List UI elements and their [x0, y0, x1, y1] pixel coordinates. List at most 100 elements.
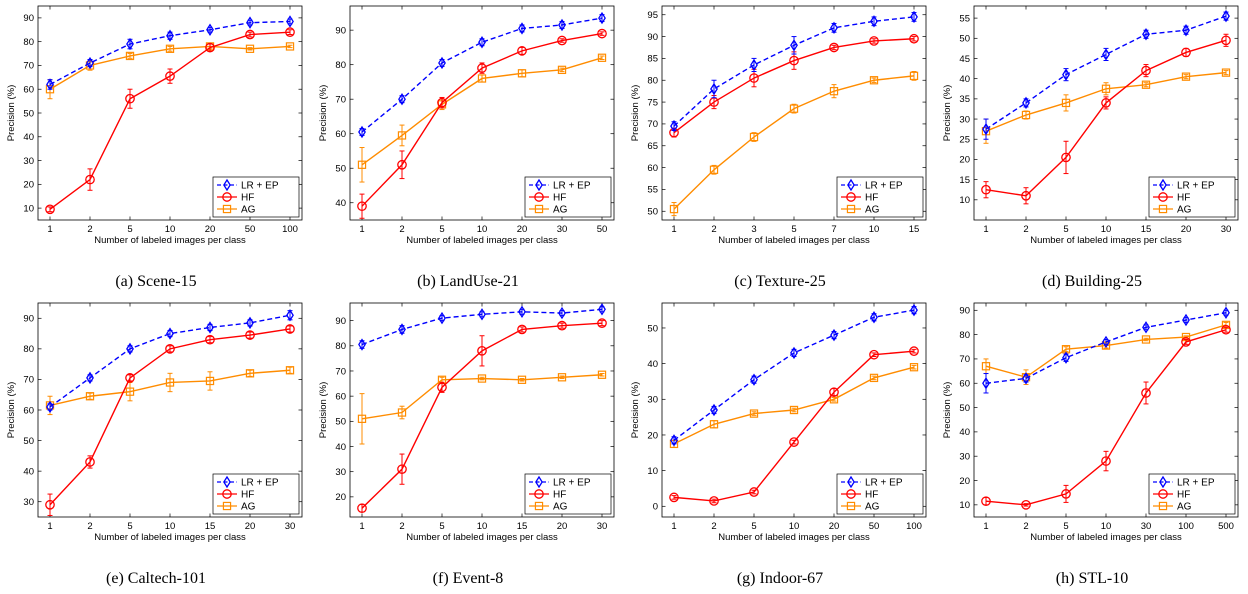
data-point — [1061, 152, 1071, 163]
data-point — [982, 122, 990, 136]
data-point — [477, 345, 487, 356]
chart-svg: 10 20 30 40 50 60 70 80 90 1 2 5 10 20 50 100 Number of … — [6, 5, 303, 246]
data-point — [558, 18, 566, 32]
legend-label: AG — [241, 205, 256, 216]
data-point — [1102, 48, 1110, 61]
data-point — [478, 308, 486, 321]
y-tick-label: 55 — [647, 185, 658, 196]
data-point — [869, 36, 879, 46]
series-hf — [357, 28, 607, 219]
data-point — [750, 58, 758, 72]
x-tick-label: 15 — [909, 224, 920, 235]
data-point — [397, 464, 407, 475]
legend-marker — [223, 475, 231, 489]
x-tick-label: 30 — [597, 521, 608, 532]
data-point — [710, 403, 718, 417]
x-tick-label: 1 — [359, 521, 364, 532]
legend-marker — [222, 489, 232, 499]
y-tick-label: 10 — [23, 203, 34, 214]
y-tick-label: 45 — [959, 54, 970, 65]
y-tick-label: 80 — [335, 60, 346, 71]
x-tick-label: 20 — [245, 521, 256, 532]
legend-label: HF — [1177, 490, 1190, 501]
x-axis-title: Number of labeled images per class — [406, 532, 558, 543]
data-point — [478, 36, 486, 49]
data-point — [85, 392, 95, 401]
series-hf — [357, 318, 607, 514]
data-point — [981, 362, 991, 371]
data-point — [1142, 321, 1150, 334]
chart-caption: (d) Building-25 — [1042, 273, 1142, 290]
data-point — [245, 369, 255, 378]
data-point — [245, 29, 255, 40]
y-tick-label: 60 — [335, 129, 346, 140]
legend-marker — [847, 178, 855, 192]
legend-marker — [534, 204, 544, 214]
legend-marker — [222, 501, 232, 511]
chart-svg: 40 50 60 70 80 90 1 2 5 10 20 30 50 Number of labeled… — [318, 5, 615, 246]
x-tick-label: 1 — [671, 224, 676, 235]
data-point — [1182, 24, 1190, 37]
data-point — [1061, 98, 1071, 108]
data-point — [670, 119, 678, 133]
data-point — [1021, 110, 1031, 120]
legend-label: AG — [241, 502, 256, 513]
x-tick-label: 1 — [47, 224, 52, 235]
x-axis-title: Number of labeled images per class — [718, 235, 870, 246]
data-point — [597, 53, 607, 62]
legend-marker — [1159, 178, 1167, 192]
legend-label: HF — [241, 193, 254, 204]
data-point — [1061, 489, 1071, 499]
data-point — [1181, 72, 1191, 81]
data-point — [749, 132, 759, 142]
data-point — [829, 387, 839, 398]
chart-svg: 10 20 30 40 50 60 70 80 90 1 2 5 10 30 100 500 Number of… — [942, 302, 1239, 543]
data-point — [909, 363, 919, 372]
x-tick-label: 7 — [831, 224, 836, 235]
legend-marker — [846, 192, 856, 202]
y-tick-label: 50 — [335, 164, 346, 175]
x-tick-label: 1 — [359, 224, 364, 235]
legend-label: HF — [241, 490, 254, 501]
chart-panel-4: 10 15 20 25 30 35 40 45 50 55 1 2 5 10 15 20 30 Number of… — [936, 0, 1248, 297]
y-tick-label: 60 — [959, 379, 970, 390]
data-point — [85, 174, 95, 185]
legend-marker — [1159, 475, 1167, 489]
data-point — [749, 487, 759, 497]
x-tick-label: 20 — [205, 224, 216, 235]
y-tick-label: 40 — [23, 466, 34, 477]
x-tick-label: 2 — [1023, 521, 1028, 532]
x-tick-label: 10 — [477, 224, 488, 235]
y-tick-label: 20 — [23, 180, 34, 191]
y-tick-label: 50 — [23, 436, 34, 447]
y-tick-label: 30 — [647, 395, 658, 406]
x-tick-label: 5 — [439, 521, 444, 532]
data-point — [45, 499, 55, 510]
data-point — [125, 51, 135, 61]
y-axis-title: Precision (%) — [942, 382, 953, 439]
data-point — [165, 344, 175, 354]
legend-label: AG — [1177, 205, 1192, 216]
data-point — [517, 69, 527, 78]
y-tick-label: 50 — [647, 323, 658, 334]
legend-marker — [1158, 192, 1168, 202]
y-tick-label: 40 — [959, 427, 970, 438]
x-tick-label: 1 — [983, 224, 988, 235]
y-tick-label: 10 — [959, 500, 970, 511]
data-point — [46, 400, 54, 414]
data-point — [1021, 499, 1031, 510]
y-tick-label: 55 — [959, 13, 970, 24]
y-tick-label: 50 — [23, 108, 34, 119]
legend-marker — [222, 204, 232, 214]
data-point — [1141, 65, 1151, 76]
x-axis-title: Number of labeled images per class — [406, 235, 558, 246]
legend-label: HF — [553, 193, 566, 204]
y-tick-label: 60 — [23, 85, 34, 96]
legend-marker — [1158, 489, 1168, 499]
y-axis-title: Precision (%) — [942, 85, 953, 142]
data-point — [245, 44, 255, 53]
data-point — [750, 373, 758, 386]
x-tick-label: 10 — [1101, 224, 1112, 235]
chart-caption: (e) Caltech-101 — [106, 570, 206, 587]
